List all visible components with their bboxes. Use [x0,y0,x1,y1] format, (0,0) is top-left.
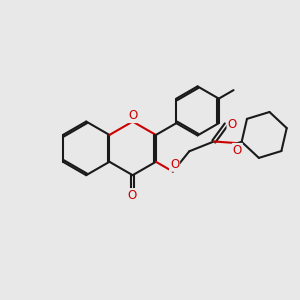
Text: O: O [227,118,237,131]
Text: O: O [128,109,137,122]
Text: O: O [170,158,179,171]
Text: O: O [233,144,242,157]
Text: O: O [128,189,136,202]
